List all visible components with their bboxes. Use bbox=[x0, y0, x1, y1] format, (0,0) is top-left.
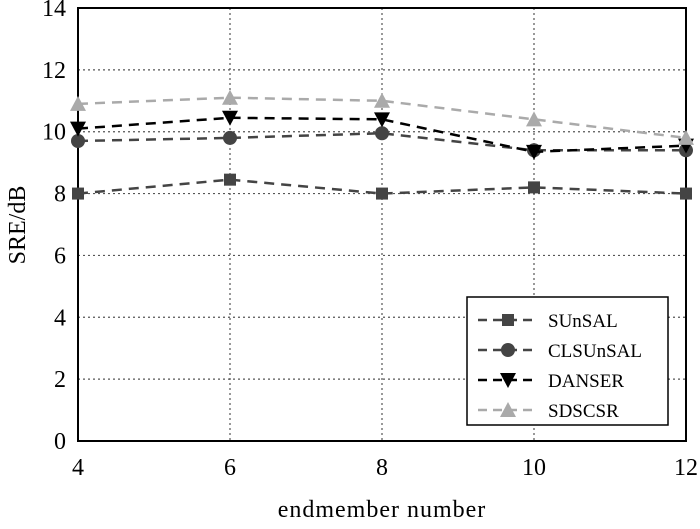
data-point-sdscsr bbox=[526, 111, 542, 127]
data-point-clsunsal bbox=[223, 130, 237, 145]
data-point-clsunsal bbox=[375, 126, 389, 141]
data-point-sunsal bbox=[680, 187, 692, 200]
legend-marker bbox=[501, 343, 515, 357]
y-tick-label: 4 bbox=[54, 305, 66, 331]
legend-label: CLSUnSAL bbox=[548, 341, 642, 362]
legend-label: DANSER bbox=[548, 371, 624, 392]
x-tick-label: 10 bbox=[522, 455, 546, 481]
y-tick-label: 0 bbox=[54, 429, 66, 455]
plot-frame bbox=[77, 7, 687, 442]
legend-marker bbox=[500, 373, 516, 388]
legend-marker bbox=[502, 314, 514, 326]
y-tick-label: 10 bbox=[42, 120, 66, 146]
x-axis-label: endmember number bbox=[278, 497, 487, 523]
data-point-sdscsr bbox=[678, 129, 694, 145]
y-tick-label: 8 bbox=[54, 182, 66, 208]
x-tick-label: 6 bbox=[224, 455, 236, 481]
data-point-sunsal bbox=[72, 187, 84, 200]
x-tick-label: 12 bbox=[674, 455, 698, 481]
data-point-sunsal bbox=[224, 173, 236, 186]
legend bbox=[466, 296, 669, 426]
data-point-sdscsr bbox=[374, 92, 390, 108]
x-tick-label: 4 bbox=[72, 455, 84, 481]
legend-label: SDSCSR bbox=[548, 401, 619, 422]
y-tick-label: 2 bbox=[54, 367, 66, 393]
legend-label: SUnSAL bbox=[548, 311, 618, 332]
data-point-danser bbox=[526, 144, 542, 160]
data-point-danser bbox=[70, 121, 86, 137]
data-point-sdscsr bbox=[222, 89, 238, 105]
y-tick-label: 6 bbox=[54, 243, 66, 269]
legend-marker bbox=[500, 402, 516, 417]
data-point-sunsal bbox=[376, 187, 388, 200]
y-tick-label: 12 bbox=[42, 58, 66, 84]
y-tick-label: 14 bbox=[42, 0, 66, 22]
y-axis-label: SRE/dB bbox=[5, 186, 31, 265]
data-point-danser bbox=[374, 112, 390, 128]
data-point-sunsal bbox=[528, 181, 540, 194]
series-line-danser bbox=[77, 116, 687, 154]
x-tick-label: 8 bbox=[376, 455, 388, 481]
data-point-sdscsr bbox=[70, 95, 86, 111]
data-point-clsunsal bbox=[71, 133, 85, 148]
data-point-danser bbox=[222, 110, 238, 126]
